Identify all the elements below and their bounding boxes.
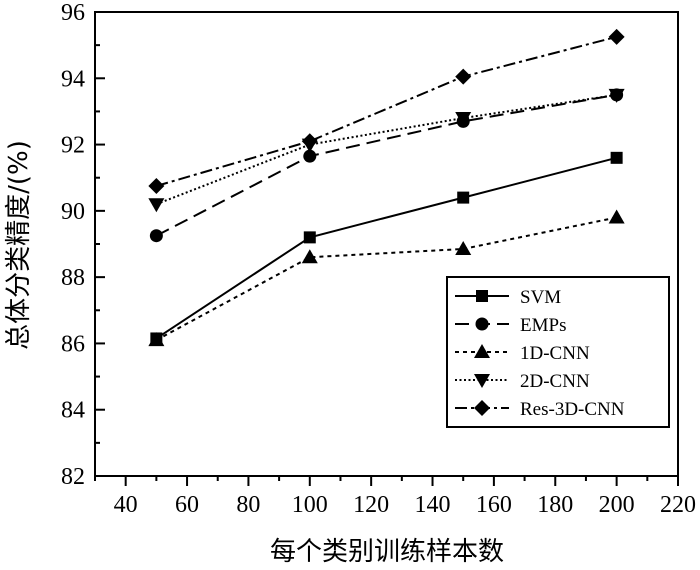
y-tick-label: 86 bbox=[61, 331, 85, 357]
y-tick-label: 84 bbox=[61, 398, 85, 424]
data-point-emps bbox=[149, 229, 163, 243]
x-tick-label: 40 bbox=[114, 492, 138, 518]
data-point-emps bbox=[303, 149, 317, 163]
x-axis-label: 每个类别训练样本数 bbox=[270, 537, 504, 567]
y-tick-label: 82 bbox=[61, 464, 85, 490]
data-point-2d-cnn bbox=[608, 88, 625, 103]
data-point-1d-cnn bbox=[301, 249, 318, 264]
series-line-svm bbox=[155, 156, 617, 340]
x-tick-label: 100 bbox=[292, 492, 328, 518]
legend-marker-svm bbox=[476, 290, 488, 302]
legend-label-res-3d-cnn: Res-3D-CNN bbox=[520, 399, 625, 420]
legend-label-2d-cnn: 2D-CNN bbox=[520, 371, 590, 392]
x-tick-label: 200 bbox=[599, 492, 635, 518]
data-point-res-3d-cnn bbox=[301, 133, 318, 150]
y-tick-label: 90 bbox=[61, 199, 85, 225]
data-point-svm bbox=[457, 191, 470, 204]
legend-label-emps: EMPs bbox=[520, 315, 566, 336]
axes: 82 84 86 88 90 92 94 96 40 60 80 100 120 140 160 180 200… bbox=[61, 0, 696, 518]
y-tick-label: 88 bbox=[61, 265, 85, 291]
x-tick-label: 180 bbox=[537, 492, 573, 518]
data-point-1d-cnn bbox=[148, 332, 165, 347]
y-tick-label: 96 bbox=[61, 0, 85, 26]
data-point-res-3d-cnn bbox=[608, 28, 625, 45]
legend-marker-res-3d-cnn bbox=[474, 400, 490, 416]
legend-label-svm: SVM bbox=[520, 287, 561, 308]
legend-marker-emps bbox=[475, 317, 489, 331]
x-tick-label: 220 bbox=[660, 492, 696, 518]
data-point-2d-cnn bbox=[455, 112, 472, 127]
y-tick-label: 94 bbox=[61, 66, 85, 92]
x-tick-label: 140 bbox=[415, 492, 451, 518]
legend-marker-2d-cnn bbox=[474, 374, 490, 388]
data-point-1d-cnn bbox=[455, 240, 472, 255]
legend-label-1d-cnn: 1D-CNN bbox=[520, 343, 590, 364]
data-point-2d-cnn bbox=[148, 198, 165, 213]
x-tick-label: 120 bbox=[353, 492, 389, 518]
y-tick-label: 92 bbox=[61, 133, 85, 159]
data-point-res-3d-cnn bbox=[148, 178, 165, 194]
x-tick-label: 60 bbox=[175, 492, 199, 518]
data-point-svm bbox=[610, 151, 623, 164]
series-line-emps bbox=[155, 93, 617, 237]
x-tick-label: 160 bbox=[476, 492, 512, 518]
data-point-1d-cnn bbox=[608, 209, 625, 224]
series-lines bbox=[155, 35, 617, 341]
y-axis-label: 总体分类精度/(%) bbox=[4, 140, 34, 350]
series-line-res-3d-cnn bbox=[156, 35, 617, 187]
legend: SVM EMPs 1D-CNN 2D-CNN Res-3D-CNN bbox=[446, 276, 670, 428]
series-markers bbox=[148, 28, 625, 347]
series-line-2d-cnn bbox=[156, 93, 617, 206]
data-point-res-3d-cnn bbox=[455, 68, 472, 85]
data-point-svm bbox=[303, 231, 316, 244]
legend-marker-1d-cnn bbox=[474, 344, 490, 358]
series-line-1d-cnn bbox=[155, 216, 617, 341]
x-tick-label: 80 bbox=[236, 492, 260, 518]
